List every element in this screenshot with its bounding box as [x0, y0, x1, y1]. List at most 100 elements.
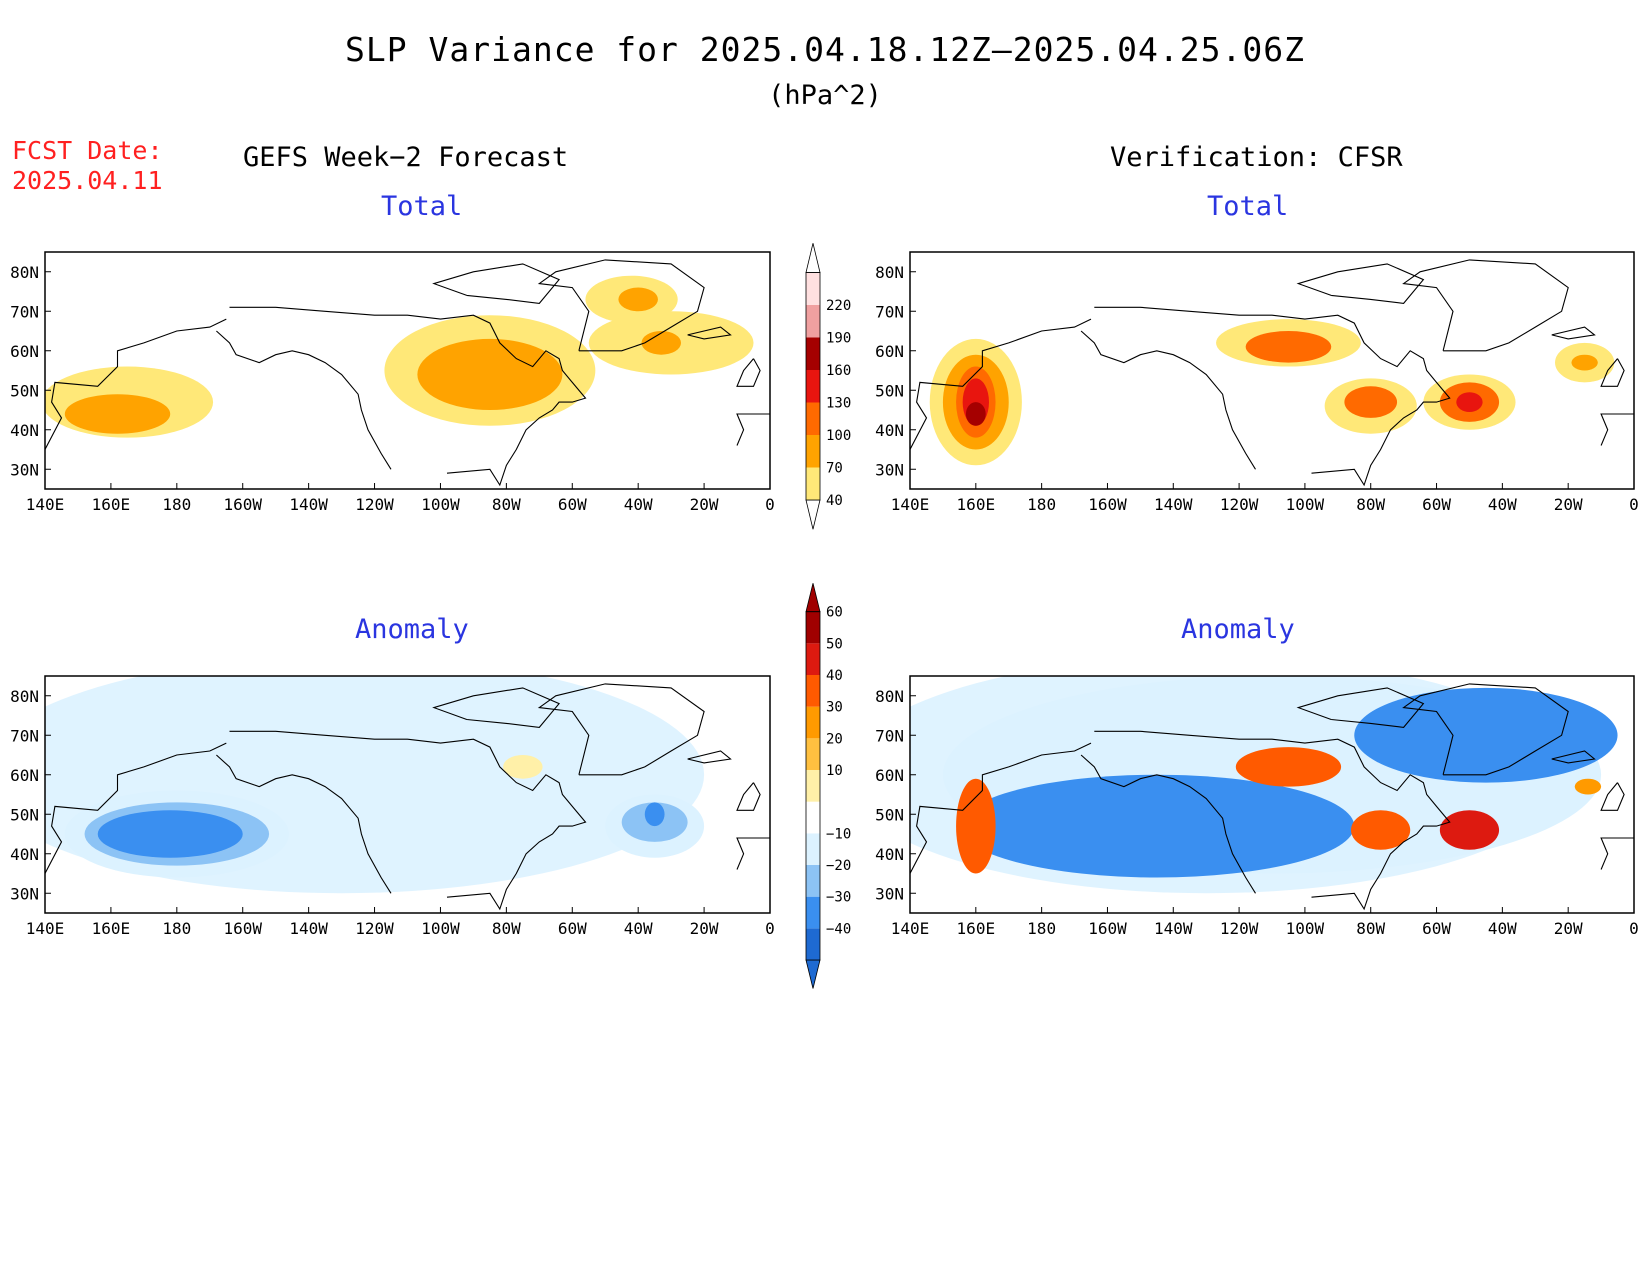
- lon-tick-label: 140W: [1154, 919, 1193, 938]
- lon-tick-label: 180: [162, 495, 191, 514]
- lon-tick-label: 140E: [891, 495, 930, 514]
- panel-title-cfsr-anomaly: Anomaly: [1181, 614, 1295, 645]
- colorbar-swatch: [806, 370, 820, 403]
- lon-tick-label: 140W: [1154, 495, 1193, 514]
- map-frame: [44, 675, 771, 914]
- contour-blob: [618, 287, 658, 312]
- lat-tick-label: 30N: [875, 884, 904, 903]
- lat-tick-label: 80N: [875, 687, 904, 706]
- lat-tick-label: 50N: [10, 805, 39, 824]
- lat-tick-label: 40N: [875, 845, 904, 864]
- coastline: [1551, 750, 1596, 764]
- colorbar-level-label: 30: [826, 700, 843, 716]
- coastline: [687, 326, 732, 340]
- coastline: [736, 782, 761, 811]
- lon-tick-label: 120W: [1220, 919, 1259, 938]
- colorbar-level-label: 220: [826, 298, 851, 314]
- lon-tick-label: 20W: [1554, 919, 1583, 938]
- right-column-title: Verification: CFSR: [1110, 142, 1403, 173]
- colorbar-swatch: [806, 801, 820, 834]
- colorbar-swatch: [806, 611, 820, 644]
- coastline: [1094, 306, 1451, 487]
- lon-tick-label: 40W: [624, 495, 653, 514]
- colorbar-swatch: [806, 643, 820, 675]
- lon-tick-label: 100W: [421, 495, 460, 514]
- lon-tick-label: 0: [765, 919, 775, 938]
- coastline: [229, 306, 587, 487]
- lon-tick-label: 40W: [1488, 919, 1517, 938]
- coastline: [910, 742, 1092, 874]
- coastline: [216, 754, 392, 894]
- lon-tick-label: 180: [162, 919, 191, 938]
- map-panel-gefs-total: 140E 160E 180 160W 140W 120W 100W 80W 60W 40W 20W 0…: [10, 251, 775, 514]
- colorbar-swatch: [806, 833, 820, 865]
- lat-tick-label: 50N: [875, 381, 904, 400]
- lon-tick-label: 140W: [289, 495, 328, 514]
- colorbar-level-label: 60: [826, 605, 843, 621]
- lon-tick-label: 20W: [690, 495, 719, 514]
- lat-tick-label: 30N: [875, 460, 904, 479]
- colorbar-level-label: 190: [826, 331, 851, 347]
- colorbar-swatch: [806, 896, 820, 929]
- lat-tick-label: 60N: [10, 342, 39, 361]
- colorbar-level-label: 50: [826, 636, 843, 652]
- colorbar-total: 40 70 100 130 160 190 220: [805, 243, 851, 530]
- lon-tick-label: 180: [1027, 919, 1056, 938]
- colorbar-swatch: [806, 738, 820, 770]
- contour-blob: [1350, 810, 1411, 850]
- panel-title-gefs-anomaly: Anomaly: [355, 614, 469, 645]
- coastline: [229, 730, 587, 911]
- lon-tick-label: 140E: [26, 495, 65, 514]
- lon-tick-label: 100W: [421, 919, 460, 938]
- lat-tick-label: 60N: [875, 342, 904, 361]
- coastline: [1600, 782, 1625, 811]
- colorbar-anomaly: −40 −30 −20 −10 10 20 30 40 50 60: [805, 583, 851, 989]
- fcst-date-label: FCST Date: 2025.04.11: [12, 136, 163, 196]
- contour-blob: [959, 774, 1355, 878]
- lat-tick-label: 40N: [10, 421, 39, 440]
- contour-blob: [641, 331, 682, 355]
- lon-tick-label: 160E: [957, 919, 996, 938]
- coastline: [1080, 754, 1256, 894]
- map-panel-cfsr-anomaly: 140E 160E 180 160W 140W 120W 100W 80W 60W 40W 20W 0…: [875, 675, 1639, 938]
- contour-blob: [956, 778, 996, 874]
- map-panel-gefs-anomaly: 140E 160E 180 160W 140W 120W 100W 80W 60W 40W 20W 0…: [10, 675, 775, 938]
- lon-tick-label: 120W: [1220, 495, 1259, 514]
- coastline: [1402, 683, 1569, 776]
- contour-blob: [1245, 331, 1332, 363]
- colorbar-swatch: [806, 675, 820, 707]
- contour-blob: [1344, 386, 1398, 418]
- contour-blob: [1571, 354, 1598, 371]
- coastline: [736, 413, 770, 446]
- lat-tick-label: 30N: [10, 460, 39, 479]
- lon-tick-label: 160W: [223, 495, 262, 514]
- colorbar-swatch: [806, 770, 820, 802]
- lon-tick-label: 120W: [355, 919, 394, 938]
- panel-title-gefs-total: Total: [381, 191, 463, 222]
- lat-tick-label: 70N: [875, 302, 904, 321]
- lat-tick-label: 80N: [10, 687, 39, 706]
- coastline: [1600, 358, 1625, 387]
- lon-tick-label: 20W: [1554, 495, 1583, 514]
- lon-tick-label: 160W: [1088, 919, 1127, 938]
- coastline: [537, 259, 705, 352]
- coastline: [537, 683, 705, 776]
- lat-tick-label: 40N: [875, 421, 904, 440]
- contour-blob: [1456, 392, 1483, 412]
- lon-tick-label: 180: [1027, 495, 1056, 514]
- coastline: [45, 742, 227, 874]
- lon-tick-label: 60W: [1422, 495, 1451, 514]
- colorbar-swatch: [806, 467, 820, 500]
- lat-tick-label: 40N: [10, 845, 39, 864]
- colorbar-swatch: [806, 272, 820, 305]
- contour-blob: [97, 810, 243, 858]
- map-background: [910, 252, 1634, 489]
- colorbar-level-label: −10: [826, 826, 851, 842]
- coastline: [1600, 413, 1634, 446]
- contour-blob: [965, 402, 986, 426]
- coastline: [1296, 263, 1425, 304]
- lon-tick-label: 140E: [891, 919, 930, 938]
- lon-tick-label: 0: [1629, 495, 1639, 514]
- colorbar-swatch: [806, 305, 820, 338]
- colorbar-level-label: −30: [826, 890, 851, 906]
